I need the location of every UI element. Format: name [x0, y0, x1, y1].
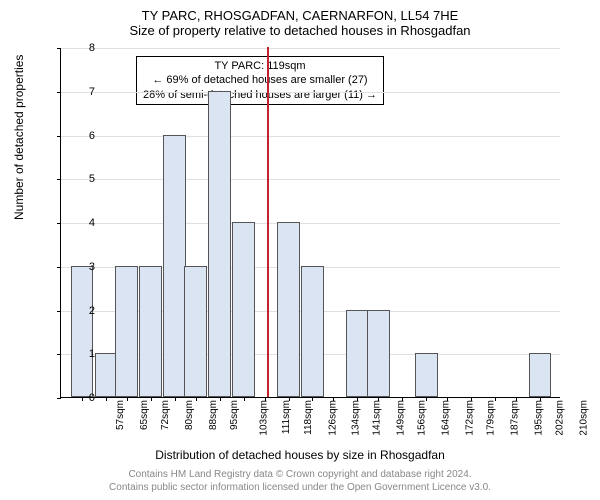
ytick-label: 4 — [89, 217, 95, 229]
y-axis-label: Number of detached properties — [12, 55, 26, 220]
xtick-label: 65sqm — [139, 400, 150, 430]
gridline — [61, 136, 560, 137]
ytick-label: 1 — [89, 348, 95, 360]
xtick-label: 118sqm — [302, 400, 313, 435]
attribution: Contains HM Land Registry data © Crown c… — [0, 468, 600, 494]
ytick-mark — [57, 311, 61, 312]
chart-bar — [277, 222, 300, 397]
xtick-label: 156sqm — [417, 400, 428, 436]
chart-bar — [529, 353, 552, 397]
xtick-label: 126sqm — [327, 400, 338, 436]
reference-line — [267, 47, 269, 397]
gridline — [61, 92, 560, 93]
chart-bar — [139, 266, 162, 397]
ytick-label: 8 — [89, 42, 95, 54]
xtick-label: 210sqm — [579, 400, 590, 436]
chart-bar — [71, 266, 94, 397]
ytick-label: 5 — [89, 173, 95, 185]
chart-bar — [367, 310, 390, 398]
xtick-mark — [82, 397, 83, 401]
chart-bar — [208, 91, 231, 397]
chart-area — [60, 48, 560, 398]
ytick-mark — [57, 179, 61, 180]
attribution-line1: Contains HM Land Registry data © Crown c… — [0, 468, 600, 481]
chart-bar — [301, 266, 324, 397]
xtick-label: 179sqm — [486, 400, 497, 436]
ytick-label: 6 — [89, 130, 95, 142]
xtick-label: 88sqm — [208, 400, 219, 430]
xtick-label: 141sqm — [372, 400, 383, 436]
gridline — [61, 223, 560, 224]
ytick-mark — [57, 136, 61, 137]
xtick-label: 187sqm — [510, 400, 521, 436]
ytick-label: 2 — [89, 305, 95, 317]
chart-bar — [415, 353, 438, 397]
gridline — [61, 48, 560, 49]
xtick-label: 149sqm — [396, 400, 407, 436]
xtick-label: 134sqm — [351, 400, 362, 436]
xtick-mark — [106, 397, 107, 401]
ytick-mark — [57, 354, 61, 355]
chart-bar — [95, 353, 118, 397]
xtick-mark — [196, 397, 197, 401]
xtick-label: 111sqm — [281, 400, 292, 434]
xtick-mark — [220, 397, 221, 401]
ytick-mark — [57, 48, 61, 49]
ytick-mark — [57, 267, 61, 268]
ytick-mark — [57, 223, 61, 224]
x-axis-label: Distribution of detached houses by size … — [0, 448, 600, 462]
xtick-mark — [151, 397, 152, 401]
xtick-mark — [175, 397, 176, 401]
gridline — [61, 179, 560, 180]
ytick-label: 0 — [89, 392, 95, 404]
chart-title-main: TY PARC, RHOSGADFAN, CAERNARFON, LL54 7H… — [0, 8, 600, 23]
xtick-label: 195sqm — [534, 400, 545, 436]
chart-title-sub: Size of property relative to detached ho… — [0, 23, 600, 38]
chart-bar — [115, 266, 138, 397]
ytick-mark — [57, 398, 61, 399]
xtick-label: 80sqm — [184, 400, 195, 430]
xtick-mark — [127, 397, 128, 401]
ytick-mark — [57, 92, 61, 93]
xtick-label: 172sqm — [465, 400, 476, 436]
xtick-label: 57sqm — [115, 400, 126, 430]
xtick-label: 202sqm — [555, 400, 566, 436]
ytick-label: 7 — [89, 86, 95, 98]
ytick-label: 3 — [89, 261, 95, 273]
chart-bar — [232, 222, 255, 397]
chart-bar — [346, 310, 369, 398]
chart-bar — [163, 135, 186, 398]
plot-region — [60, 48, 560, 398]
xtick-label: 95sqm — [229, 400, 240, 430]
attribution-line2: Contains public sector information licen… — [0, 481, 600, 494]
xtick-label: 72sqm — [160, 400, 171, 430]
xtick-label: 103sqm — [258, 400, 269, 436]
xtick-mark — [244, 397, 245, 401]
xtick-label: 164sqm — [441, 400, 452, 436]
chart-bar — [184, 266, 207, 397]
